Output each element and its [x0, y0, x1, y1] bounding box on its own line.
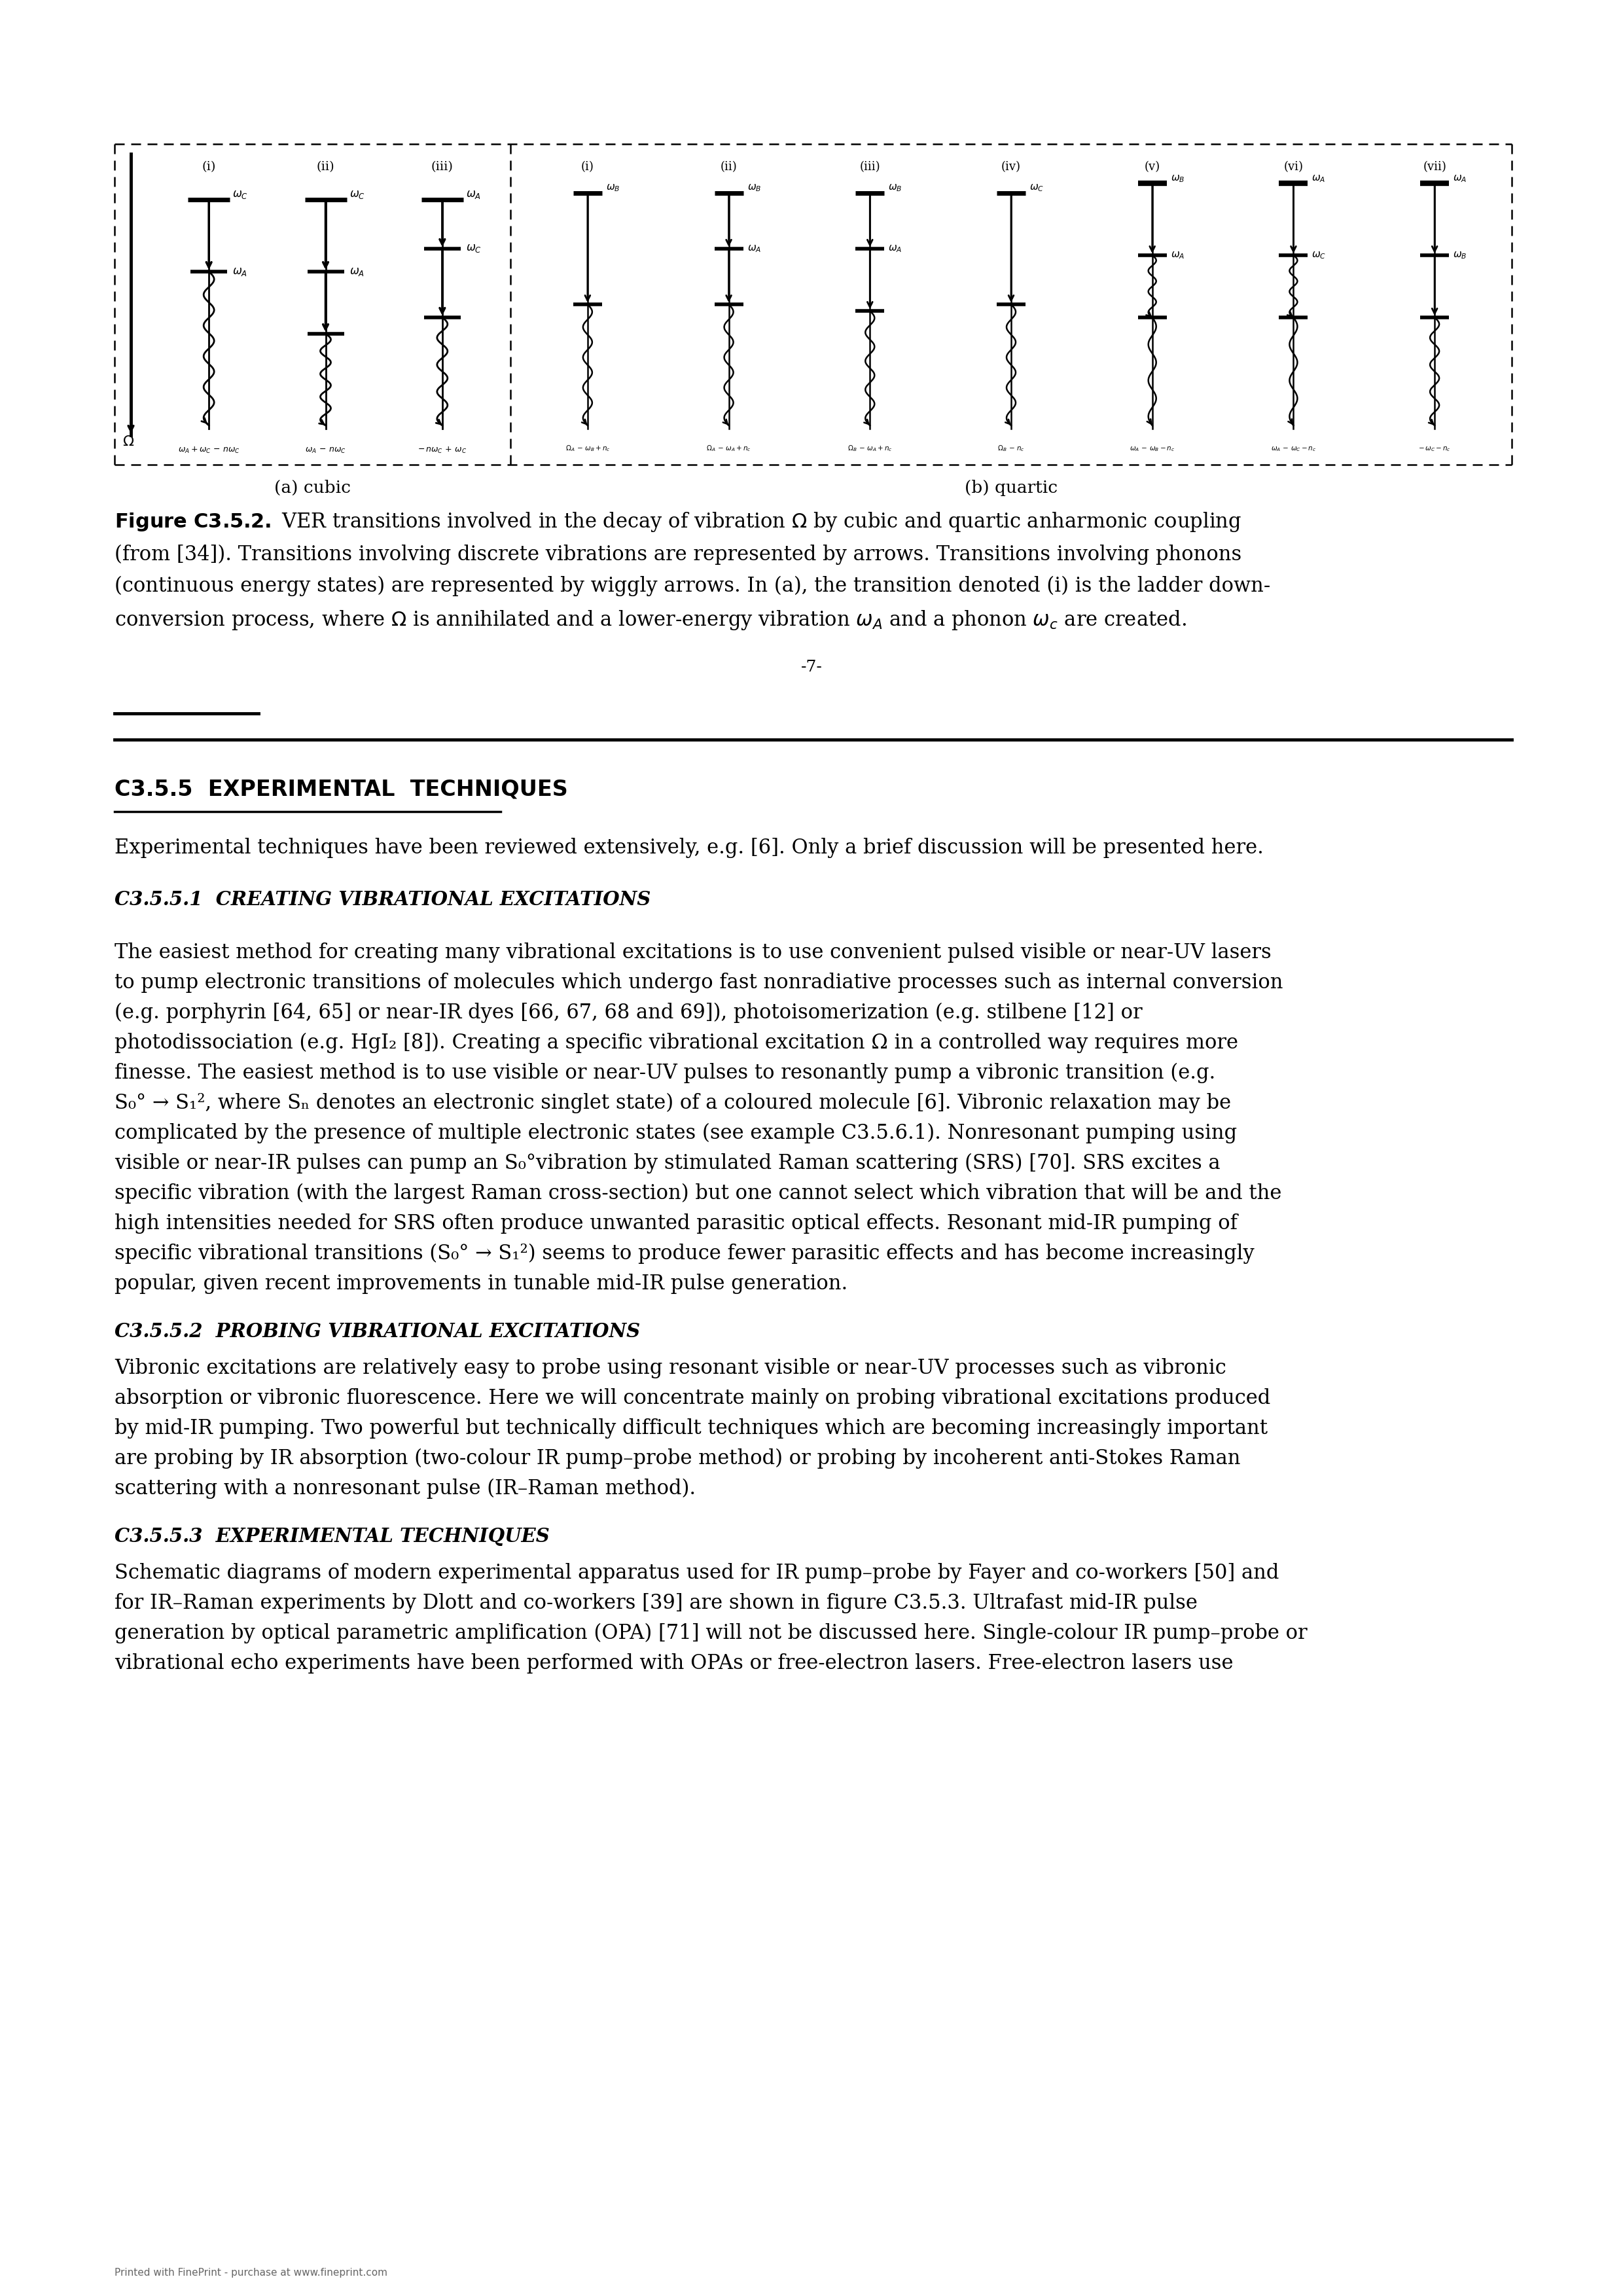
Text: -7-: -7-	[800, 659, 823, 675]
Text: $\omega_A\,-\,\omega_C-n_c$: $\omega_A\,-\,\omega_C-n_c$	[1271, 445, 1316, 452]
Text: $\omega_A$: $\omega_A$	[1170, 250, 1185, 259]
Text: $\omega_B$: $\omega_B$	[888, 184, 902, 193]
Text: $\omega_C$: $\omega_C$	[232, 188, 248, 200]
Text: to pump electronic transitions of molecules which undergo fast nonradiative proc: to pump electronic transitions of molecu…	[115, 974, 1284, 992]
Text: $\omega_A$: $\omega_A$	[888, 243, 902, 255]
Text: specific vibrational transitions (S₀° → S₁²) seems to produce fewer parasitic ef: specific vibrational transitions (S₀° → …	[115, 1244, 1255, 1265]
Text: $\Omega$: $\Omega$	[122, 434, 135, 450]
Text: specific vibration (with the largest Raman cross-section) but one cannot select : specific vibration (with the largest Ram…	[115, 1182, 1282, 1203]
Text: $\omega_A$: $\omega_A$	[232, 266, 248, 278]
Text: $\omega_A$: $\omega_A$	[1311, 174, 1326, 184]
Text: $\omega_B$: $\omega_B$	[747, 184, 761, 193]
Text: generation by optical parametric amplification (OPA) [71] will not be discussed : generation by optical parametric amplifi…	[115, 1623, 1307, 1644]
Text: popular, given recent improvements in tunable mid-IR pulse generation.: popular, given recent improvements in tu…	[115, 1274, 847, 1295]
Text: The easiest method for creating many vibrational excitations is to use convenien: The easiest method for creating many vib…	[115, 941, 1271, 962]
Text: (e.g. porphyrin [64, 65] or near-IR dyes [66, 67, 68 and 69]), photoisomerizatio: (e.g. porphyrin [64, 65] or near-IR dyes…	[115, 1003, 1143, 1024]
Text: (ii): (ii)	[316, 161, 334, 172]
Text: photodissociation (e.g. HgI₂ [8]). Creating a specific vibrational excitation Ω : photodissociation (e.g. HgI₂ [8]). Creat…	[115, 1033, 1238, 1054]
Text: visible or near-IR pulses can pump an S₀°vibration by stimulated Raman scatterin: visible or near-IR pulses can pump an S₀…	[115, 1153, 1220, 1173]
Text: C3.5.5.2  PROBING VIBRATIONAL EXCITATIONS: C3.5.5.2 PROBING VIBRATIONAL EXCITATIONS	[115, 1322, 639, 1341]
Text: Experimental techniques have been reviewed extensively, e.g. [6]. Only a brief d: Experimental techniques have been review…	[115, 838, 1264, 859]
Text: (vii): (vii)	[1423, 161, 1446, 172]
Text: $\omega_A+\omega_C\,-\,n\omega_C$: $\omega_A+\omega_C\,-\,n\omega_C$	[179, 445, 240, 455]
Text: $\Omega_A\,-\,\omega_B+n_c$: $\Omega_A\,-\,\omega_B+n_c$	[565, 443, 610, 452]
Text: $\omega_A$: $\omega_A$	[747, 243, 761, 255]
Text: $\Omega_B\,-\,\omega_A+n_c$: $\Omega_B\,-\,\omega_A+n_c$	[847, 443, 893, 452]
Text: $\omega_A$: $\omega_A$	[1453, 174, 1467, 184]
Text: (iii): (iii)	[432, 161, 453, 172]
Text: $\Omega_A\,-\,\omega_A+n_c$: $\Omega_A\,-\,\omega_A+n_c$	[706, 443, 751, 452]
Text: (iv): (iv)	[1001, 161, 1021, 172]
Text: (ii): (ii)	[721, 161, 737, 172]
Text: $\omega_B$: $\omega_B$	[1170, 174, 1185, 184]
Text: (v): (v)	[1144, 161, 1160, 172]
Text: Vibronic excitations are relatively easy to probe using resonant visible or near: Vibronic excitations are relatively easy…	[115, 1359, 1227, 1378]
Text: $\omega_A\,-\,n\omega_C$: $\omega_A\,-\,n\omega_C$	[305, 445, 346, 455]
Text: $\omega_B$: $\omega_B$	[605, 184, 620, 193]
Text: are probing by IR absorption (two-colour IR pump–probe method) or probing by inc: are probing by IR absorption (two-colour…	[115, 1449, 1240, 1469]
Text: complicated by the presence of multiple electronic states (see example C3.5.6.1): complicated by the presence of multiple …	[115, 1123, 1237, 1143]
Text: $\omega_C$: $\omega_C$	[1029, 184, 1044, 193]
Text: $-\,\omega_C-n_c$: $-\,\omega_C-n_c$	[1419, 445, 1451, 452]
Text: (i): (i)	[581, 161, 594, 172]
Text: $\omega_C$: $\omega_C$	[1311, 250, 1326, 259]
Text: finesse. The easiest method is to use visible or near-UV pulses to resonantly pu: finesse. The easiest method is to use vi…	[115, 1063, 1216, 1084]
Text: (vi): (vi)	[1284, 161, 1303, 172]
Text: $\omega_A$: $\omega_A$	[466, 188, 480, 200]
Text: for IR–Raman experiments by Dlott and co-workers [39] are shown in figure C3.5.3: for IR–Raman experiments by Dlott and co…	[115, 1593, 1198, 1614]
Text: high intensities needed for SRS often produce unwanted parasitic optical effects: high intensities needed for SRS often pr…	[115, 1215, 1237, 1233]
Text: (iii): (iii)	[860, 161, 880, 172]
Text: vibrational echo experiments have been performed with OPAs or free-electron lase: vibrational echo experiments have been p…	[115, 1653, 1233, 1674]
Text: $\mathbf{Figure\ C3.5.2.}$ VER transitions involved in the decay of vibration $\: $\mathbf{Figure\ C3.5.2.}$ VER transitio…	[115, 510, 1271, 631]
Text: C3.5.5.3  EXPERIMENTAL TECHNIQUES: C3.5.5.3 EXPERIMENTAL TECHNIQUES	[115, 1527, 550, 1545]
Text: (a) cubic: (a) cubic	[274, 480, 351, 496]
Text: $\omega_C$: $\omega_C$	[349, 188, 365, 200]
Text: $\omega_B$: $\omega_B$	[1453, 250, 1467, 259]
Text: by mid-IR pumping. Two powerful but technically difficult techniques which are b: by mid-IR pumping. Two powerful but tech…	[115, 1419, 1268, 1440]
Text: $-\,n\omega_C\,+\,\omega_C$: $-\,n\omega_C\,+\,\omega_C$	[417, 445, 467, 455]
Text: Schematic diagrams of modern experimental apparatus used for IR pump–probe by Fa: Schematic diagrams of modern experimenta…	[115, 1564, 1279, 1584]
Text: scattering with a nonresonant pulse (IR–Raman method).: scattering with a nonresonant pulse (IR–…	[115, 1479, 696, 1499]
Text: C3.5.5  EXPERIMENTAL  TECHNIQUES: C3.5.5 EXPERIMENTAL TECHNIQUES	[115, 778, 568, 801]
Text: C3.5.5.1  CREATING VIBRATIONAL EXCITATIONS: C3.5.5.1 CREATING VIBRATIONAL EXCITATION…	[115, 891, 651, 909]
Text: Printed with FinePrint - purchase at www.fineprint.com: Printed with FinePrint - purchase at www…	[115, 2268, 388, 2278]
Text: (b) quartic: (b) quartic	[964, 480, 1058, 496]
Text: $\Omega_B\,-\,n_c$: $\Omega_B\,-\,n_c$	[998, 443, 1024, 452]
Text: $\omega_A\,-\,\omega_B-n_c$: $\omega_A\,-\,\omega_B-n_c$	[1130, 445, 1175, 452]
Text: absorption or vibronic fluorescence. Here we will concentrate mainly on probing : absorption or vibronic fluorescence. Her…	[115, 1389, 1271, 1407]
Text: (i): (i)	[201, 161, 216, 172]
Text: $\omega_C$: $\omega_C$	[466, 243, 482, 255]
Text: $\omega_A$: $\omega_A$	[349, 266, 364, 278]
Text: S₀° → S₁², where Sₙ denotes an electronic singlet state) of a coloured molecule : S₀° → S₁², where Sₙ denotes an electroni…	[115, 1093, 1232, 1114]
